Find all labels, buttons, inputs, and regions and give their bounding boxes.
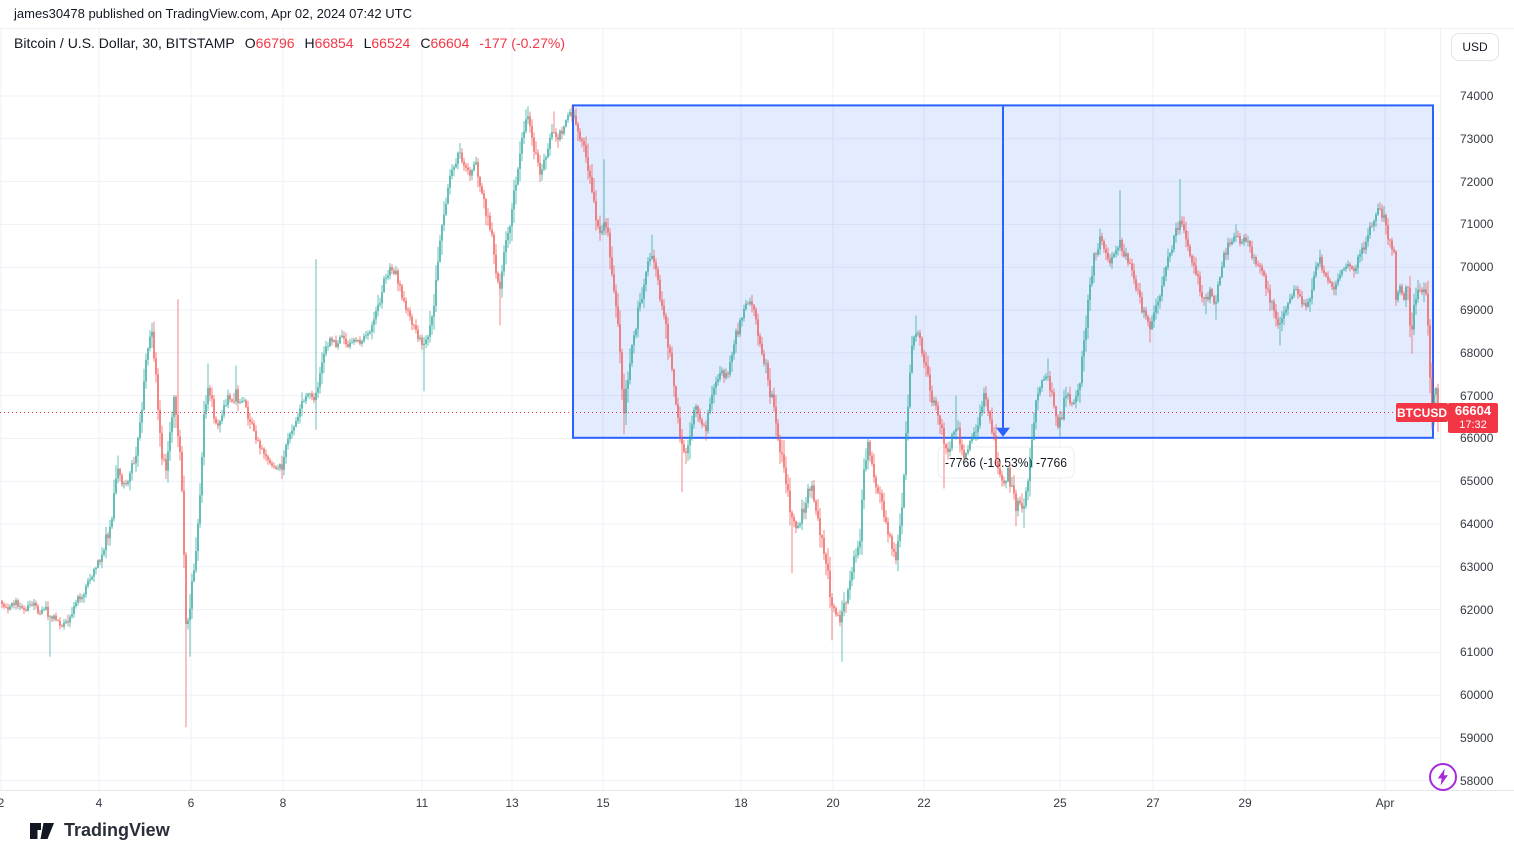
time-axis-label: 2 [0, 796, 5, 810]
time-axis-label: 13 [505, 796, 519, 810]
time-axis-label: 20 [826, 796, 840, 810]
time-axis-label: 15 [596, 796, 610, 810]
symbol-price-flag: BTCUSD [1396, 403, 1448, 423]
price-axis-label: 66000 [1460, 431, 1494, 446]
time-axis-label: 4 [95, 796, 103, 810]
time-axis-border [0, 790, 1514, 791]
symbol-title[interactable]: Bitcoin / U.S. Dollar, 30, BITSTAMP [14, 35, 235, 51]
bar-countdown: 17:32 [1459, 419, 1487, 432]
time-axis-label: 8 [279, 796, 287, 810]
current-price-value: 66604 [1454, 403, 1492, 419]
change-value: -177 (-0.27%) [479, 35, 565, 51]
ohlc-low: L66524 [363, 35, 411, 51]
time-axis-label: 29 [1238, 796, 1252, 810]
time-axis-label: 22 [917, 796, 931, 810]
grid-lines [0, 28, 1440, 790]
boost-lightning-icon[interactable] [1428, 762, 1458, 792]
price-axis-label: 62000 [1460, 602, 1494, 617]
price-axis-label: 59000 [1460, 731, 1494, 745]
price-axis-label: 64000 [1460, 517, 1494, 531]
price-range-drawing[interactable] [572, 104, 1434, 439]
measure-label: -7766 (-10.53%) -7766 [945, 455, 1067, 470]
attribution-text: james30478 published on TradingView.com,… [0, 0, 1514, 28]
price-axis-label: 65000 [1460, 474, 1494, 489]
candles [1, 105, 1439, 728]
currency-button[interactable]: USD [1451, 33, 1499, 61]
time-axis-label: 27 [1146, 796, 1160, 810]
time-axis-label: 18 [734, 796, 748, 810]
price-axis-label: 60000 [1460, 688, 1494, 703]
price-axis-label: 73000 [1460, 131, 1494, 146]
measure-tooltip: -7766 (-10.53%) -7766 [937, 446, 1075, 479]
price-axis[interactable]: 58000 59000 60000 61000 62000 63000 64000 65000… [1440, 28, 1514, 790]
tradingview-logo-text: TradingView [64, 820, 170, 840]
ohlc-open: O66796 [244, 35, 295, 51]
ohlc-high: H66854 [304, 35, 354, 51]
price-axis-label: 70000 [1460, 260, 1494, 275]
price-axis-label: 74000 [1460, 89, 1494, 103]
time-axis-label: 6 [187, 796, 195, 810]
price-axis-label: 67000 [1460, 388, 1494, 403]
price-axis-label: 69000 [1460, 303, 1494, 317]
price-axis-label: 72000 [1460, 174, 1494, 189]
time-axis[interactable]: 2 4 6 8 11 13 15 18 20 22 25 27 29 Apr [0, 790, 1440, 814]
price-axis-label: 68000 [1460, 345, 1494, 360]
ohlc-close: C66604 [420, 35, 470, 51]
current-price-label: 66604 17:32 [1448, 403, 1498, 434]
price-axis-label: 61000 [1460, 645, 1494, 660]
time-axis-label: Apr [1375, 796, 1395, 810]
tradingview-logo[interactable]: TradingView [30, 820, 170, 841]
price-axis-label: 58000 [1460, 773, 1494, 788]
symbol-legend: Bitcoin / U.S. Dollar, 30, BITSTAMP O667… [14, 30, 565, 56]
time-axis-label: 25 [1053, 796, 1067, 810]
price-axis-label: 63000 [1460, 559, 1494, 574]
time-axis-label: 11 [415, 796, 429, 810]
separator [0, 28, 1514, 29]
price-axis-label: 71000 [1460, 217, 1494, 232]
tradingview-logo-icon [30, 822, 54, 839]
